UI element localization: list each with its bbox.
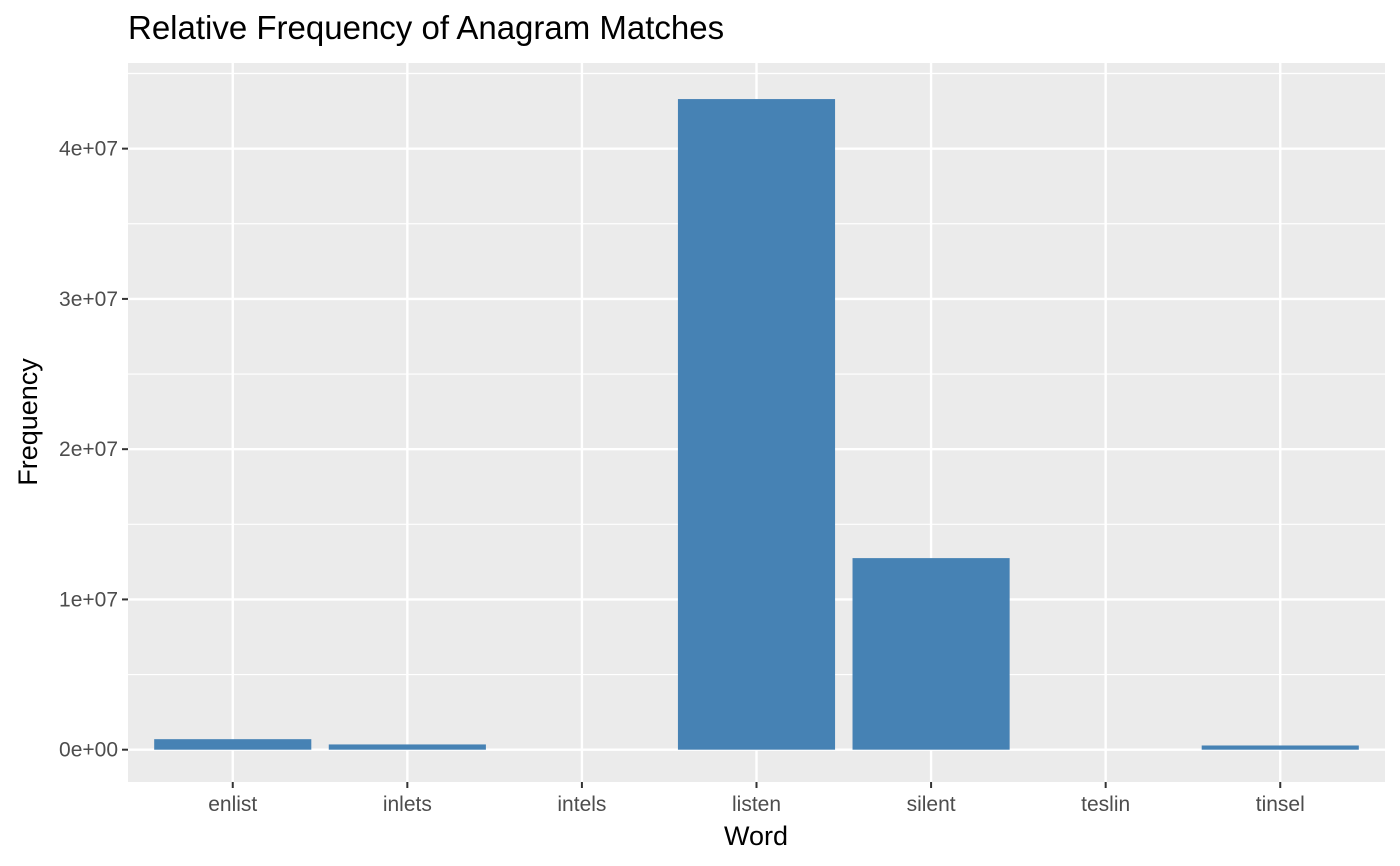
x-tick-label: listen (732, 793, 781, 816)
y-axis-ticks: 0e+00 1e+07 2e+07 3e+07 4e+07 (59, 138, 128, 762)
y-tick-label: 3e+07 (59, 288, 118, 311)
x-axis-title: Word (724, 821, 788, 851)
chart-title: Relative Frequency of Anagram Matches (128, 9, 724, 46)
x-tick-label: tinsel (1256, 793, 1305, 816)
x-tick-label: inlets (383, 793, 432, 816)
bar-inlets (328, 744, 486, 750)
bar-tinsel (1201, 745, 1359, 750)
y-tick-label: 1e+07 (59, 588, 118, 611)
y-tick-label: 0e+00 (59, 739, 118, 762)
y-tick-label: 2e+07 (59, 438, 118, 461)
bar-silent (852, 558, 1010, 750)
y-axis-title: Frequency (13, 358, 43, 486)
x-tick-label: enlist (208, 793, 257, 816)
x-axis-ticks: enlist inlets intels listen silent teslin tins… (208, 782, 1305, 816)
bar-enlist (154, 739, 312, 750)
bars (154, 99, 1359, 750)
x-tick-label: silent (907, 793, 956, 816)
y-tick-label: 4e+07 (59, 138, 118, 161)
bar-listen (677, 99, 836, 750)
x-tick-label: teslin (1081, 793, 1130, 816)
x-tick-label: intels (557, 793, 606, 816)
